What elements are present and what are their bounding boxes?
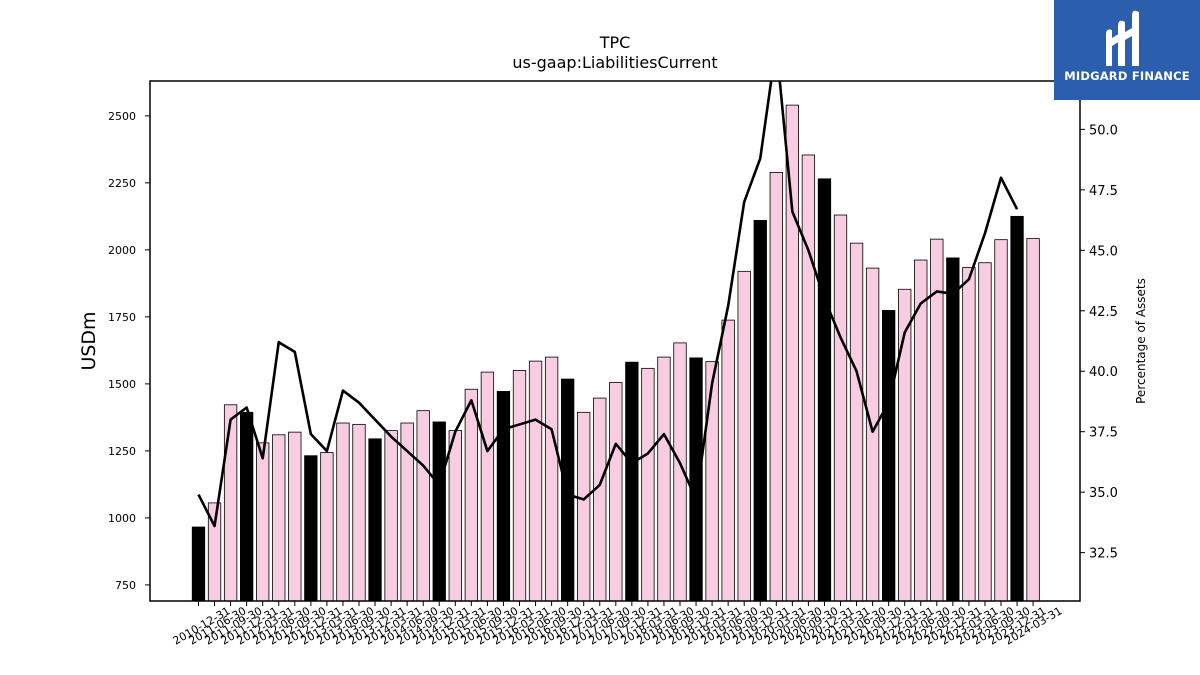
logo-mark-icon (1106, 10, 1139, 67)
y2-tick-label: 42.5 (1089, 305, 1118, 320)
bar (336, 422, 350, 602)
bar (528, 360, 543, 602)
bar (191, 526, 206, 602)
bar (272, 434, 286, 602)
bar (496, 390, 511, 602)
bar (641, 367, 655, 602)
bar (946, 257, 960, 602)
bar (320, 452, 334, 602)
bar (223, 404, 238, 602)
bar (1026, 238, 1040, 602)
y2-axis: 32.5 35.0 37.5 40.0 42.5 45.0 47.5 50.0 (1080, 123, 1118, 562)
y2-tick-label: 37.5 (1089, 426, 1118, 441)
bar (1010, 215, 1024, 602)
bar (625, 361, 639, 602)
y-tick-label: 1250 (108, 445, 136, 458)
y-tick-label: 2500 (108, 110, 136, 123)
bar (657, 356, 671, 602)
bar (256, 442, 270, 602)
plot-frame (149, 80, 1081, 602)
y-tick-label: 1000 (108, 512, 136, 525)
y-axis-label: USDm (78, 311, 100, 370)
bar (817, 178, 832, 602)
bar (512, 370, 527, 602)
bar (577, 411, 591, 602)
bar (480, 371, 495, 602)
y-axis: 750 1000 1250 1500 1750 2000 2250 2500 (108, 110, 150, 592)
y2-tick-label: 45.0 (1089, 244, 1118, 259)
bar (593, 397, 607, 602)
y2-tick-label: 40.0 (1089, 365, 1118, 380)
y-tick-label: 1750 (108, 311, 136, 324)
bar (994, 239, 1008, 602)
y2-tick-label: 47.5 (1089, 184, 1118, 199)
bar (801, 154, 816, 602)
bar (753, 219, 767, 602)
bar (609, 382, 623, 602)
bar (705, 361, 719, 602)
bars-group (191, 104, 1040, 602)
bar (288, 431, 302, 602)
bar (849, 242, 864, 602)
logo-text: MIDGARD FINANCE (1064, 69, 1190, 83)
percentage-line (197, 81, 1019, 528)
bar (721, 319, 735, 602)
y2-tick-label: 35.0 (1089, 486, 1118, 501)
bar (464, 388, 479, 602)
bar (544, 356, 559, 602)
bar (962, 267, 976, 602)
bar (384, 430, 398, 602)
y-tick-label: 1500 (108, 378, 136, 391)
bar (865, 267, 880, 602)
bar (239, 411, 254, 602)
bar (352, 423, 366, 602)
bar (304, 455, 318, 602)
bar (978, 262, 992, 602)
y2-tick-label: 32.5 (1089, 547, 1118, 562)
y-tick-label: 2000 (108, 244, 136, 257)
bar (882, 310, 896, 602)
bar (833, 214, 848, 602)
bar (737, 270, 751, 602)
bar (368, 438, 382, 602)
bar (689, 357, 703, 602)
y2-axis-label: Percentage of Assets (1134, 278, 1148, 404)
chart-title: TPC (599, 33, 631, 52)
bar (416, 410, 430, 602)
bar (448, 430, 462, 602)
bar (432, 421, 446, 602)
line-group (197, 81, 1019, 528)
chart-subtitle: us-gaap:LiabilitiesCurrent (512, 53, 717, 72)
midgard-finance-logo: MIDGARD FINANCE (1054, 0, 1200, 100)
x-axis: 2010-12-312011-06-302011-09-302011-12-31… (171, 601, 1065, 648)
y-tick-label: 2250 (108, 177, 136, 190)
y-tick-label: 750 (115, 579, 136, 592)
bar (769, 171, 783, 602)
y2-tick-label: 50.0 (1089, 123, 1118, 138)
